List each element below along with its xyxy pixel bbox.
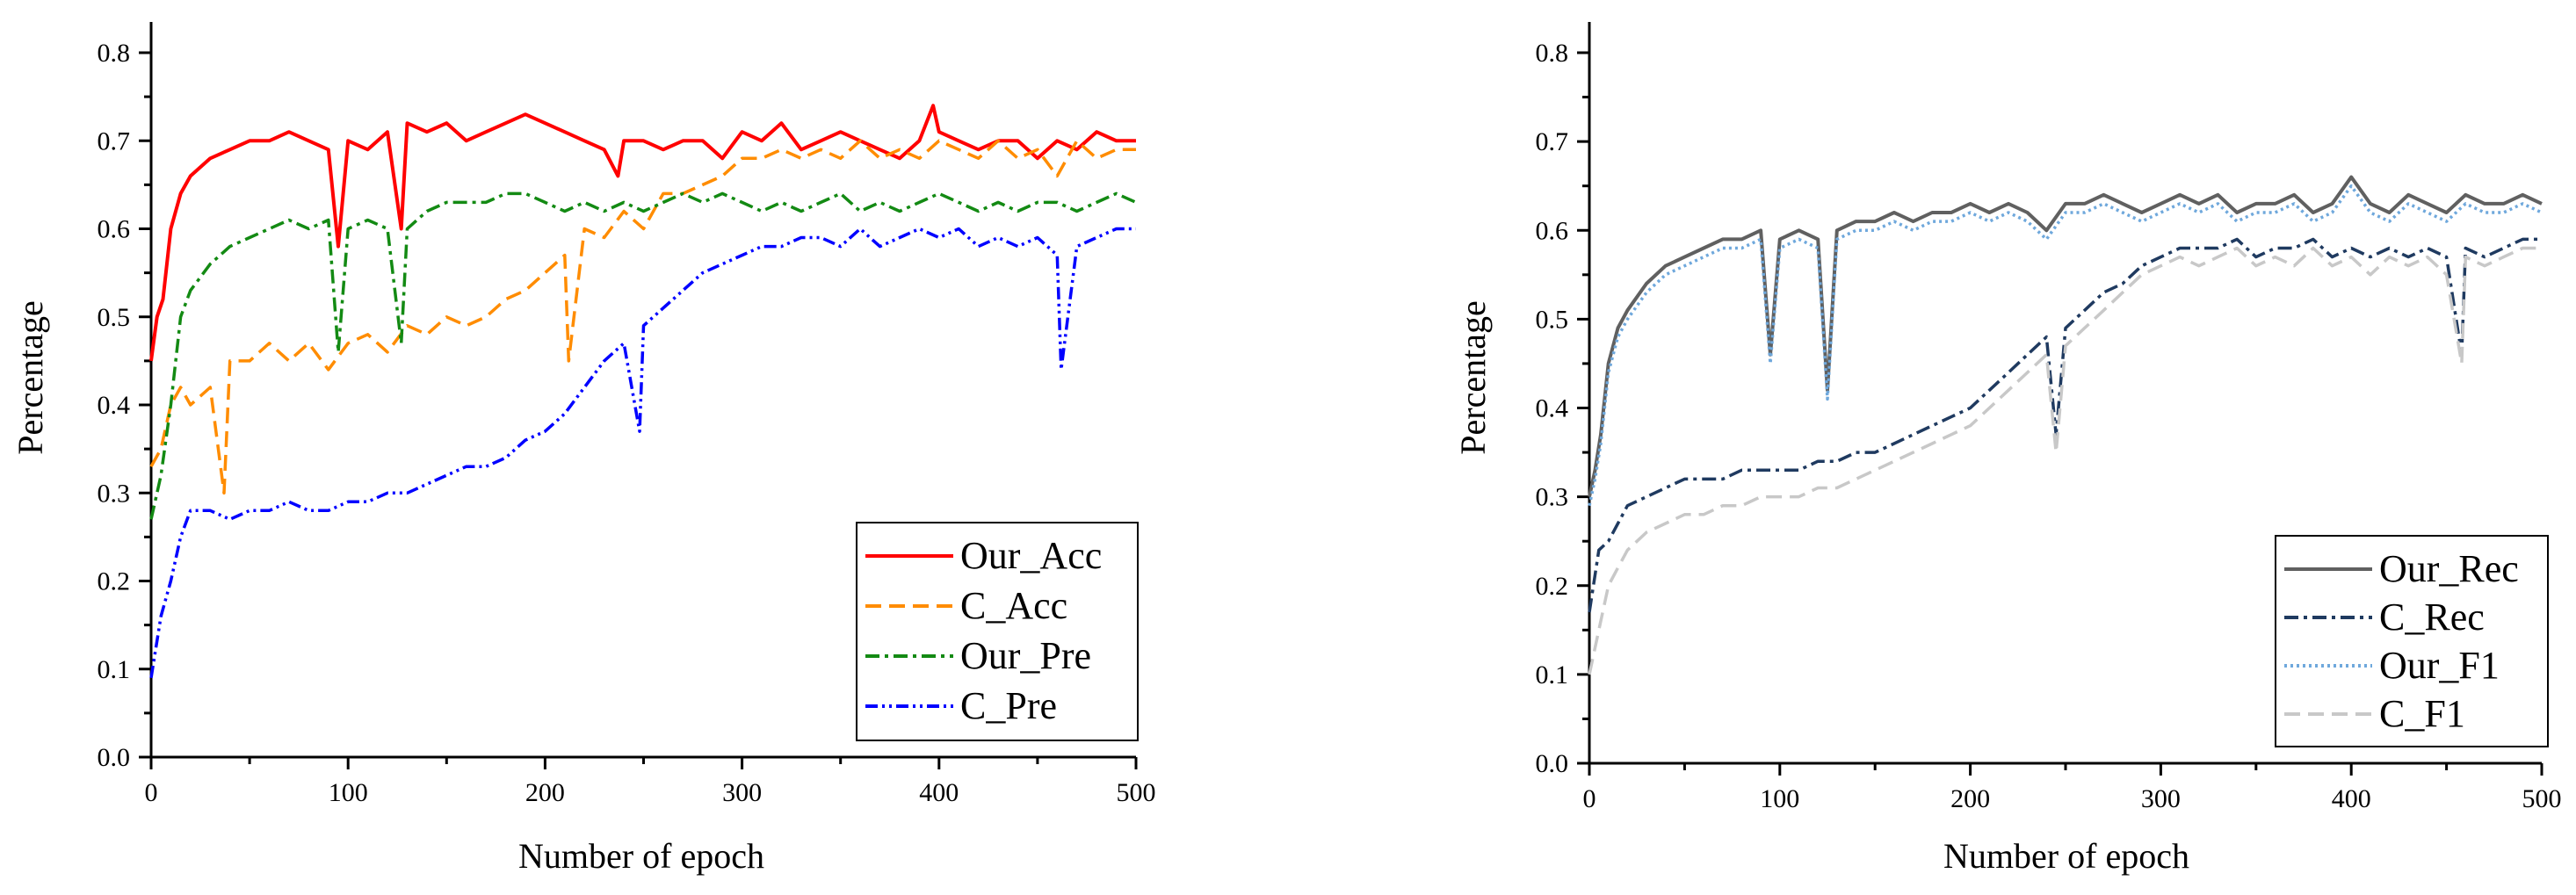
y-tick-label: 0.5 [98, 303, 131, 332]
y-tick-label: 0.8 [98, 39, 131, 68]
legend-label: Our_Acc [960, 534, 1102, 577]
legend-label: Our_F1 [2379, 644, 2500, 687]
x-tick-label: 200 [1950, 784, 1990, 813]
series-line-c-f1 [1588, 246, 2542, 675]
y-tick-label: 0.3 [98, 479, 131, 508]
x-tick-label: 100 [329, 778, 368, 807]
x-axis-title: Number of epoch [1943, 836, 2189, 876]
y-tick-label: 0.3 [1536, 483, 1569, 512]
y-tick-label: 0.8 [1536, 39, 1569, 68]
series-line-c-rec [1588, 237, 2542, 613]
x-tick-label: 400 [919, 778, 959, 807]
legend-label: C_F1 [2379, 692, 2465, 735]
x-tick-label: 500 [2522, 784, 2562, 813]
y-tick-label: 0.4 [1536, 394, 1569, 423]
series-line-our-f1 [1588, 184, 2543, 507]
x-tick-label: 200 [525, 778, 565, 807]
y-tick-label: 0.2 [1536, 572, 1569, 601]
chart-left: Number of epoch Percentage 0 100 200 300 400… [11, 22, 1156, 876]
x-tick-label: 0 [145, 778, 158, 807]
x-tick-label: 100 [1760, 784, 1799, 813]
legend-label: C_Pre [960, 684, 1057, 727]
series-line-our-rec [1588, 175, 2543, 498]
y-tick-label: 0.5 [1536, 305, 1569, 334]
x-tick-label: 500 [1117, 778, 1156, 807]
y-tick-label: 0.7 [98, 126, 131, 155]
y-tick-label: 0.0 [1536, 749, 1569, 778]
legend-label: C_Rec [2379, 595, 2485, 639]
legend-label: Our_Rec [2379, 547, 2519, 590]
y-tick-label: 0.1 [98, 655, 131, 684]
series-line-our-acc [149, 104, 1136, 362]
x-tick-label: 300 [722, 778, 762, 807]
legend-label: Our_Pre [960, 634, 1091, 677]
legend-box [856, 522, 1139, 741]
y-tick-label: 0.6 [1536, 216, 1569, 245]
series-line-our-pre [149, 191, 1137, 520]
y-tick-label: 0.0 [98, 743, 131, 772]
y-tick-label: 0.6 [98, 215, 131, 244]
series-line-c-pre [149, 227, 1136, 679]
y-axis-title: Percentage [1453, 300, 1493, 454]
series-line-c-acc [149, 139, 1136, 495]
y-axis-title: Percentage [11, 300, 50, 454]
legend-label: C_Acc [960, 584, 1067, 627]
y-tick-label: 0.1 [1536, 660, 1569, 689]
y-tick-label: 0.2 [98, 567, 131, 596]
x-tick-label: 0 [1583, 784, 1596, 813]
x-axis-title: Number of epoch [518, 836, 764, 876]
y-tick-label: 0.4 [98, 391, 131, 420]
chart-right: Number of epoch Percentage 0 100 200 300 400… [1453, 22, 2562, 876]
x-tick-label: 400 [2332, 784, 2371, 813]
y-tick-label: 0.7 [1536, 127, 1569, 156]
x-tick-label: 300 [2141, 784, 2181, 813]
